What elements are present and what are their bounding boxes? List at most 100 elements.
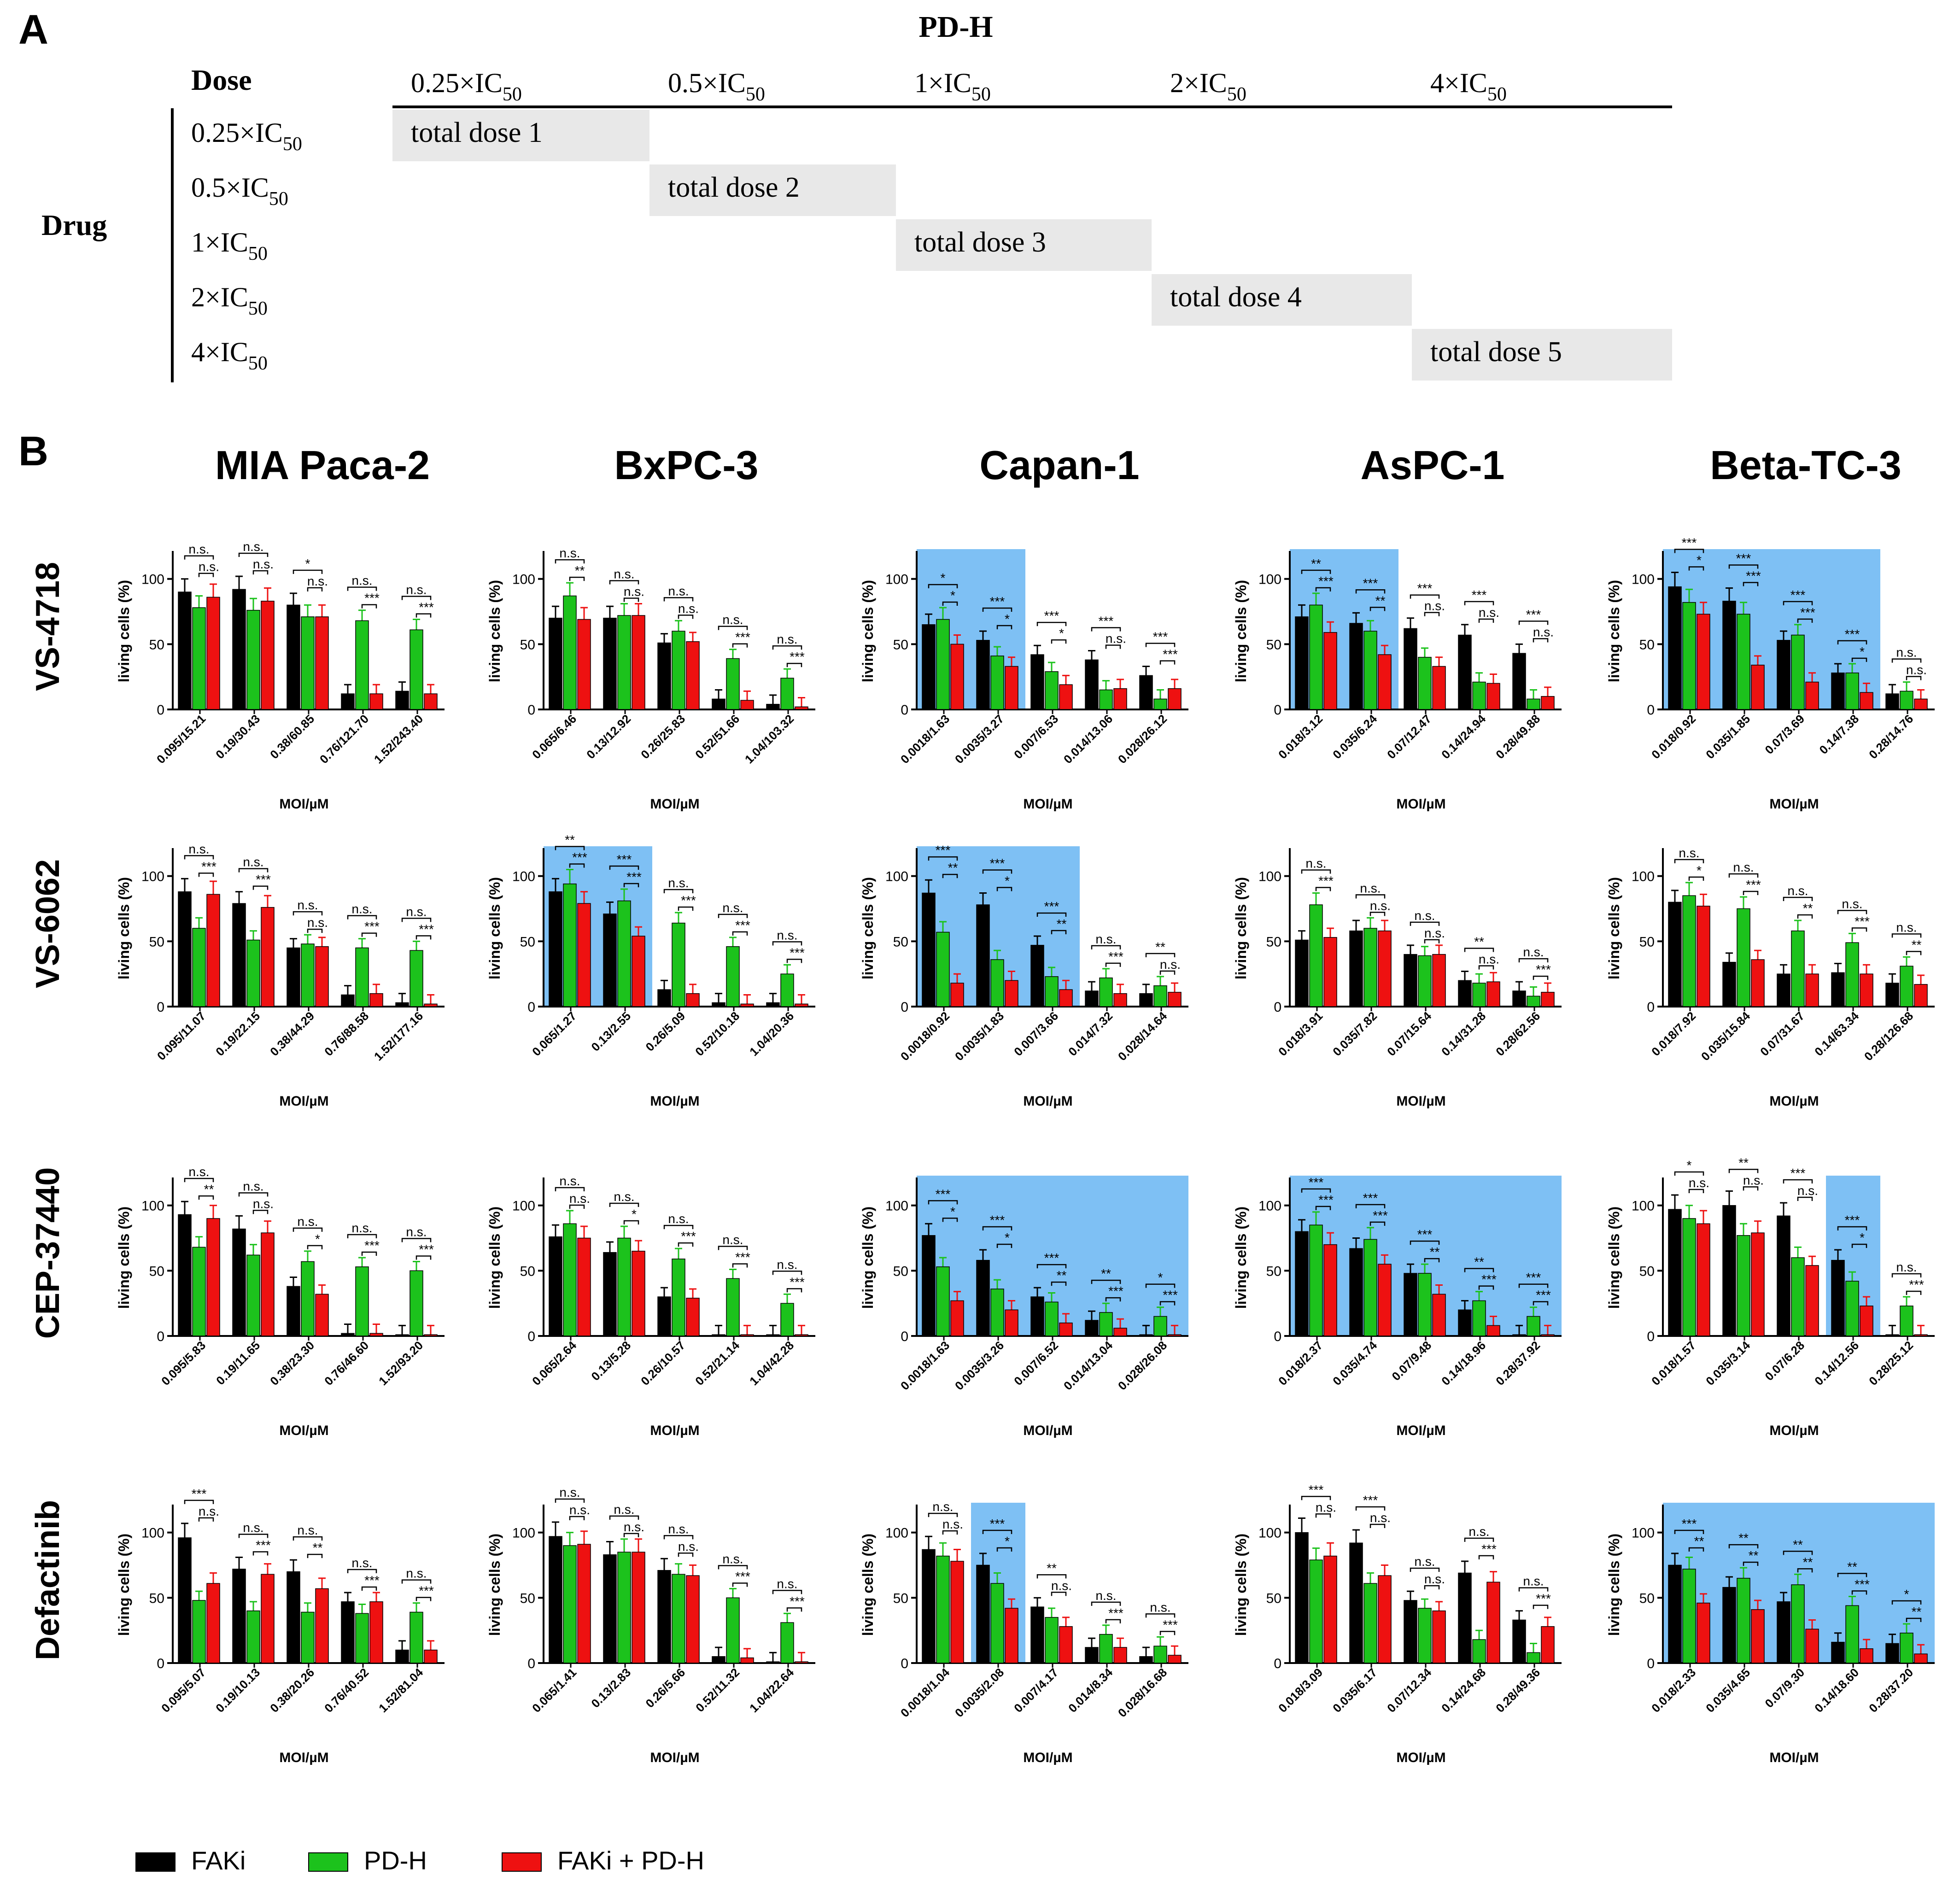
significance-bracket [293,569,323,574]
significance-bracket [307,1245,323,1249]
x-tick-label: 0.014/13.06 [1061,712,1115,766]
bar-faki [603,617,617,710]
bar-pd-h [410,1611,423,1664]
significance-bracket [982,1529,1012,1534]
bar-faki [1777,1601,1790,1664]
bar-faki-pd-h [1805,681,1819,710]
significance-bracket [198,1195,214,1200]
bar-pd-h [246,939,260,1007]
bar-pd-h [192,1600,206,1664]
total-dose-label: total dose 1 [411,117,543,148]
significance-bracket [663,597,694,602]
x-tick-label: 0.07/12.47 [1384,712,1434,761]
significance-label: *** [419,922,434,936]
y-tick-label: 0 [1274,703,1281,718]
bar-pd-h [1418,955,1432,1007]
bar-faki-pd-h [369,993,383,1007]
bar-faki-pd-h [424,693,438,710]
significance-bracket [415,1597,432,1601]
bar-faki [395,1334,409,1336]
y-tick-label: 0 [901,1000,908,1015]
dose-row-header: 4×IC50 [191,337,268,374]
bar-pd-h [1682,602,1696,710]
significance-bracket [1091,1601,1121,1606]
bar-faki [232,903,246,1007]
significance-bracket [928,584,958,588]
bar-faki-pd-h [795,1003,808,1007]
bar-faki-pd-h [686,641,700,710]
bar-faki-pd-h [1914,1653,1928,1664]
significance-bracket [928,856,958,861]
bar-faki [549,617,562,710]
bar-pd-h [780,1622,794,1664]
significance-label: * [1005,1230,1010,1245]
significance-bracket [1145,643,1176,647]
significance-bracket [1674,859,1704,863]
significance-label: *** [1845,627,1860,641]
significance-label: n.s. [188,1165,209,1179]
significance-bracket [1410,1567,1440,1572]
bar-faki-pd-h [315,1588,329,1664]
bar-faki [603,1252,617,1336]
significance-bracket [996,887,1012,891]
bar-faki [1458,1309,1472,1336]
significance-bracket [1464,1537,1494,1542]
y-tick-label: 100 [1632,869,1655,884]
significance-bracket [1906,676,1922,680]
y-tick-label: 0 [527,1329,535,1344]
bar-faki [1349,1248,1363,1336]
significance-label: *** [256,1538,271,1552]
legend-swatch-faki-pd-h [502,1852,542,1872]
significance-label: *** [681,893,696,908]
significance-label: n.s. [406,1225,427,1239]
significance-bracket [293,1536,323,1541]
significance-bracket [1424,612,1440,616]
x-tick-label: 0.028/16.68 [1115,1665,1170,1720]
x-tick-label: 0.0035/3.26 [952,1338,1006,1393]
significance-label: *** [936,1187,951,1201]
bar-faki-pd-h [1005,666,1018,710]
bar-faki-pd-h [315,1294,329,1336]
bar-faki [603,1554,617,1664]
bar-faki-pd-h [1697,1223,1710,1336]
bar-pd-h [1900,1306,1913,1336]
bar-faki [1349,930,1363,1007]
bar-faki [395,1002,409,1007]
bar-faki [1722,961,1736,1007]
bar-faki-pd-h [369,693,383,710]
bar-chart: 0 50 100 living cells (%) *** *** 0.018/2.37 **… [1233,1175,1562,1438]
y-axis-label: living cells (%) [486,580,503,682]
bar-pd-h [1791,1584,1805,1664]
dose-column-subscript: 50 [1227,84,1246,105]
bar-faki [1885,693,1899,710]
bar-chart: 0 50 100 living cells (%) * n.s. 0.018/1.57 ** n… [1606,1155,1935,1438]
significance-bracket [555,559,585,564]
significance-label: n.s. [559,546,580,560]
significance-label: *** [364,591,380,605]
x-axis-label: MOI/µM [1769,1423,1819,1438]
bar-faki-pd-h [369,1601,383,1664]
x-axis-label: MOI/µM [1023,1094,1072,1109]
x-tick-label: 0.13/5.28 [588,1338,633,1383]
y-tick-label: 50 [1639,637,1655,652]
significance-bracket [1301,1496,1331,1500]
significance-bracket [1315,587,1331,592]
significance-label: n.s. [297,1523,318,1537]
y-tick-label: 50 [149,1264,164,1279]
significance-bracket [1159,1631,1176,1635]
significance-bracket [718,1246,748,1250]
bar-faki [1885,1334,1899,1336]
panel-a-label: A [18,7,48,53]
significance-bracket [732,931,748,936]
dose-row-subscript: 50 [248,243,268,264]
y-axis-label: living cells (%) [1606,1207,1622,1309]
significance-bracket [982,869,1012,874]
bar-faki [1404,628,1417,710]
x-tick-label: 0.14/63.34 [1812,1009,1861,1059]
bar-pd-h [1682,1569,1696,1664]
bar-pd-h [1527,1316,1540,1336]
significance-bracket [1688,566,1704,571]
significance-bracket [1464,1268,1494,1272]
bar-faki-pd-h [1805,973,1819,1007]
